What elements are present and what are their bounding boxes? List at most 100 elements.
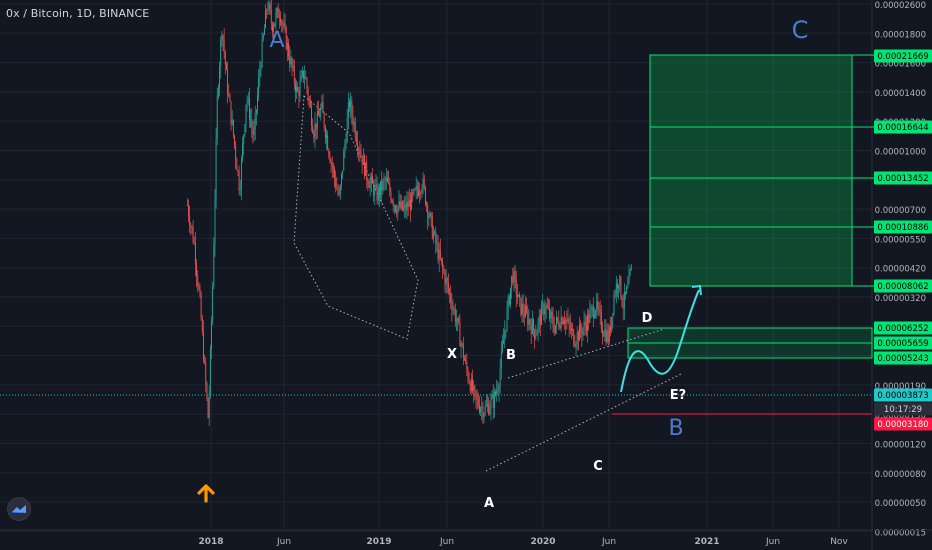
candle-body xyxy=(469,382,471,392)
candle-body xyxy=(385,177,387,181)
falling-wedge xyxy=(293,94,419,340)
candle-body xyxy=(380,181,382,196)
candle-body xyxy=(464,358,465,361)
candle-body xyxy=(223,38,225,52)
candle-body xyxy=(490,398,492,409)
candle-body xyxy=(250,119,252,121)
candle-body xyxy=(611,316,613,331)
candle-body xyxy=(242,144,244,160)
candle-body xyxy=(303,70,304,79)
candle-body xyxy=(465,360,467,362)
candle-body xyxy=(343,151,345,171)
candle-body xyxy=(263,27,265,35)
candle-body xyxy=(548,307,549,309)
y-tick-label: 0.00001600 xyxy=(875,60,926,70)
candle-body xyxy=(368,185,370,188)
candle-body xyxy=(626,287,628,294)
candle-body xyxy=(597,300,599,309)
triangle-lower xyxy=(485,373,682,472)
y-tick-label: 0.00000550 xyxy=(875,235,926,245)
wave-label: A xyxy=(269,28,284,53)
candle-body xyxy=(391,200,393,202)
candle-body xyxy=(338,193,340,195)
candle-body xyxy=(328,149,330,156)
candle-body xyxy=(427,204,429,218)
candle-body xyxy=(360,153,362,156)
candle-body xyxy=(397,206,399,214)
candle-body xyxy=(503,339,505,344)
candle-body xyxy=(588,314,590,323)
candle-body xyxy=(421,187,423,193)
candle-body xyxy=(551,311,553,317)
candle-body xyxy=(243,135,245,145)
price-label-bg xyxy=(874,220,932,234)
candle-body xyxy=(541,305,543,325)
price-label-badge: 0.00006252 xyxy=(874,321,932,335)
candle-body xyxy=(567,318,569,321)
candle-body xyxy=(562,320,564,324)
chart-title: 0x / Bitcoin, 1D, BINANCE xyxy=(6,7,150,20)
candle-body xyxy=(617,283,618,289)
candle-body xyxy=(400,201,402,208)
candle-body xyxy=(282,22,284,25)
candle-body xyxy=(613,294,615,314)
candle-body xyxy=(573,329,575,346)
candle-body xyxy=(520,297,522,315)
candle-body xyxy=(339,185,341,195)
candle-body xyxy=(614,294,616,296)
candle-body xyxy=(460,343,462,347)
candle-body xyxy=(556,317,557,326)
candle-body xyxy=(606,330,608,343)
candle-body xyxy=(410,199,411,210)
candle-body xyxy=(373,183,375,196)
candle-body xyxy=(320,107,322,117)
wave-label: E? xyxy=(670,388,686,403)
candle-body xyxy=(351,100,353,115)
candle-body xyxy=(332,166,334,169)
candle-body xyxy=(559,326,561,329)
price-label-text: 0.00010886 xyxy=(877,223,928,233)
y-tick-label: 0.00000420 xyxy=(875,265,926,275)
candle-body xyxy=(275,13,277,23)
candle-body xyxy=(575,343,577,347)
candle-body xyxy=(401,201,403,210)
candle-body xyxy=(390,191,392,201)
candle-body xyxy=(424,186,426,205)
candle-body xyxy=(592,306,594,318)
candle-body xyxy=(546,305,548,308)
candle-body xyxy=(433,233,434,239)
candle-body xyxy=(576,332,578,344)
candle-body xyxy=(227,70,229,95)
candle-body xyxy=(396,211,398,214)
candle-body xyxy=(459,323,461,347)
candle-body xyxy=(222,35,224,39)
candle-body xyxy=(398,201,400,207)
wave-label: B xyxy=(668,416,683,441)
candle-body xyxy=(447,282,449,291)
candle-body xyxy=(538,315,540,321)
candle-body xyxy=(577,332,579,341)
tradingview-logo-icon[interactable] xyxy=(7,497,31,521)
candle-body xyxy=(565,319,567,324)
pattern-lines xyxy=(293,94,682,472)
candle-body xyxy=(376,184,378,201)
price-label-text: 10:17:29 xyxy=(884,405,922,415)
candle-body xyxy=(240,159,242,189)
candle-body xyxy=(482,406,484,418)
candle-body xyxy=(313,132,315,138)
candle-body xyxy=(498,386,500,392)
candle-body xyxy=(322,102,324,114)
candle-body xyxy=(404,203,406,208)
price-label-text: 0.00005243 xyxy=(877,354,928,364)
candle-body xyxy=(531,319,533,334)
candle-body xyxy=(382,180,384,191)
candle-body xyxy=(209,348,211,394)
candle-body xyxy=(422,178,424,188)
candle-body xyxy=(280,17,281,23)
candle-body xyxy=(472,378,474,391)
candle-body xyxy=(188,205,189,217)
candle-body xyxy=(554,325,556,333)
candle-body xyxy=(513,271,515,283)
candle-body xyxy=(405,203,407,211)
